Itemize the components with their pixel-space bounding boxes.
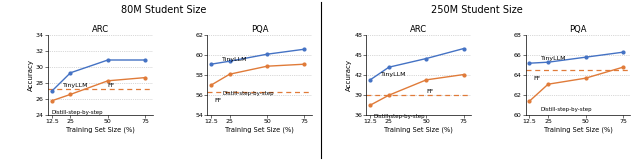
- Text: 80M Student Size: 80M Student Size: [120, 5, 206, 15]
- Title: PQA: PQA: [569, 25, 587, 34]
- Text: Distill-step-by-step: Distill-step-by-step: [222, 91, 274, 96]
- Text: FF: FF: [214, 98, 222, 103]
- X-axis label: Training Set Size (%): Training Set Size (%): [385, 126, 453, 133]
- Text: Distill-step-by-step: Distill-step-by-step: [374, 114, 426, 119]
- Title: ARC: ARC: [410, 25, 428, 34]
- Text: TinyLLM: TinyLLM: [541, 56, 566, 61]
- Title: PQA: PQA: [251, 25, 268, 34]
- Y-axis label: Accuracy: Accuracy: [346, 59, 352, 91]
- Text: Distill-step-by-step: Distill-step-by-step: [52, 110, 104, 115]
- Text: TinyLLM: TinyLLM: [381, 72, 407, 77]
- Y-axis label: Accuracy: Accuracy: [28, 59, 34, 91]
- Text: FF: FF: [533, 76, 540, 81]
- Text: 250M Student Size: 250M Student Size: [431, 5, 523, 15]
- Text: Distill-step-by-step: Distill-step-by-step: [541, 107, 592, 112]
- Title: ARC: ARC: [92, 25, 109, 34]
- Text: TinyLLM: TinyLLM: [222, 57, 248, 62]
- X-axis label: Training Set Size (%): Training Set Size (%): [225, 126, 294, 133]
- Text: FF: FF: [426, 89, 433, 94]
- Text: FF: FF: [108, 83, 115, 88]
- X-axis label: Training Set Size (%): Training Set Size (%): [543, 126, 612, 133]
- Text: TinyLLM: TinyLLM: [63, 83, 88, 88]
- X-axis label: Training Set Size (%): Training Set Size (%): [66, 126, 135, 133]
